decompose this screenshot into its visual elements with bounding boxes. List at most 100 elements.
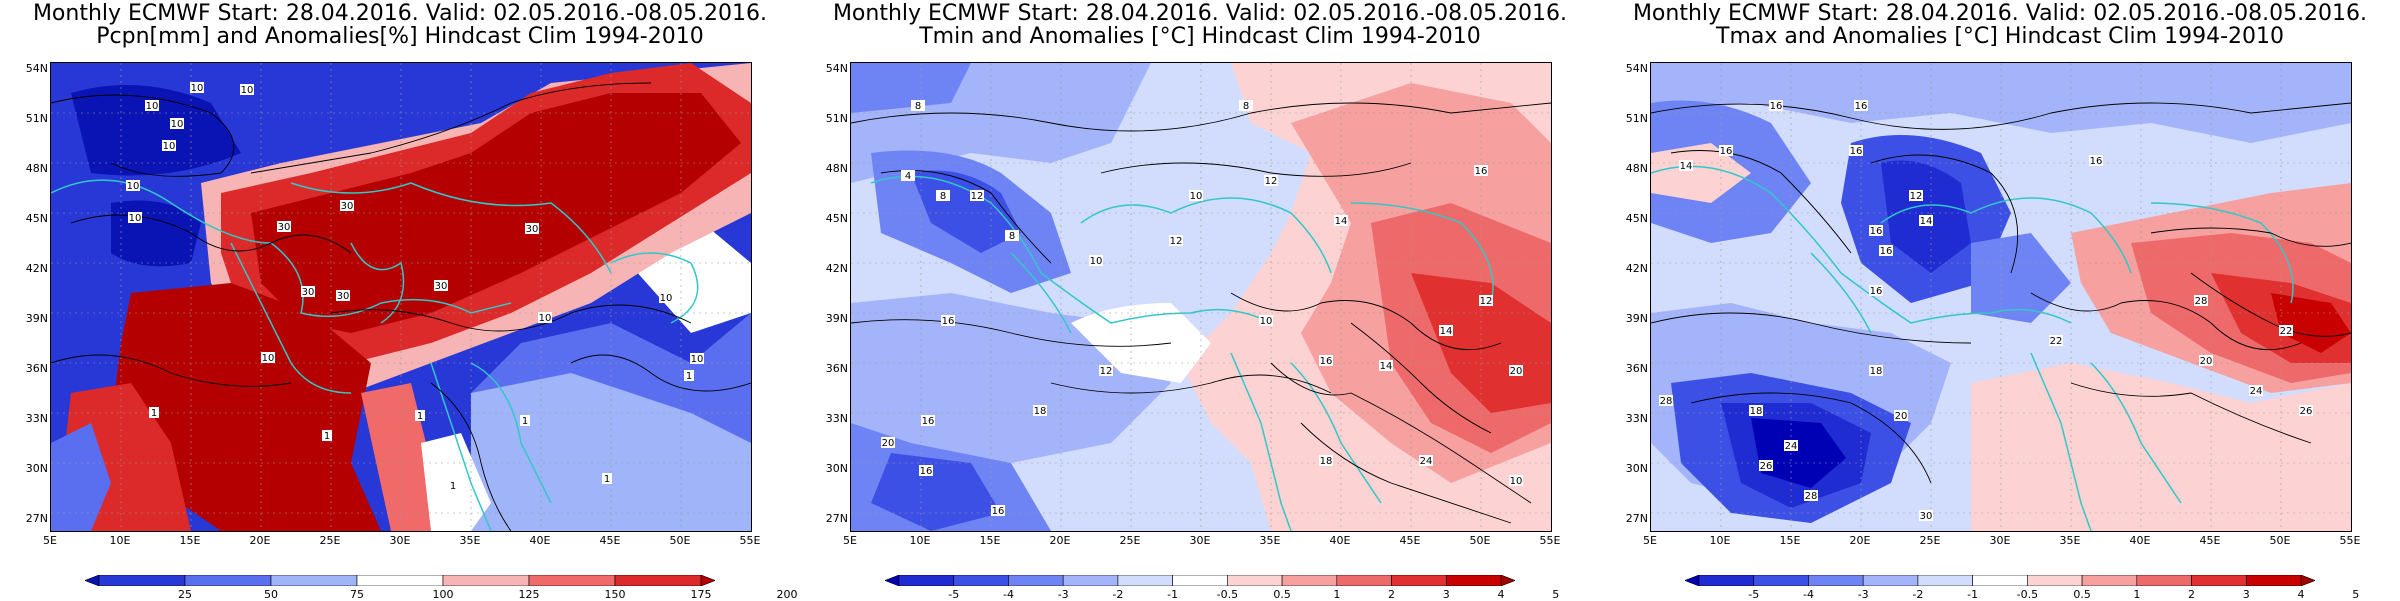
lon-label: 15E xyxy=(1779,534,1801,547)
colorbar xyxy=(885,575,1515,586)
colorbar-tick-label: -3 xyxy=(1857,588,1869,601)
lon-label: 20E xyxy=(1049,534,1071,547)
lat-label: 36N xyxy=(825,362,848,375)
contour-label: 16 xyxy=(991,505,1005,517)
contour-label: 10 xyxy=(261,352,275,364)
svg-text:20: 20 xyxy=(2200,356,2213,367)
svg-text:10: 10 xyxy=(146,101,159,112)
colorbar-tick-label: 3 xyxy=(1442,588,1450,601)
colorbar-ticks: -5 -4 -3 -2 -1 -0.5 0.5 1 2 3 4 5 xyxy=(885,588,1559,601)
svg-text:20: 20 xyxy=(1895,411,1908,422)
colorbar-segment xyxy=(2191,575,2247,586)
lon-label: 30E xyxy=(1989,534,2011,547)
contour-label: 30 xyxy=(277,221,291,233)
colorbar-tick-label: -4 xyxy=(1802,588,1814,601)
colorbar xyxy=(85,575,715,586)
contour-label: 18 xyxy=(1033,405,1047,417)
svg-text:8: 8 xyxy=(1243,101,1249,112)
lon-label: 5E xyxy=(1643,534,1657,547)
svg-text:16: 16 xyxy=(1870,226,1883,237)
contour-label: 18 xyxy=(1869,365,1883,377)
lat-label: 45N xyxy=(825,212,848,225)
svg-text:30: 30 xyxy=(302,287,315,298)
panel-tmax: Monthly ECMWF Start: 28.04.2016. Valid: … xyxy=(1600,0,2400,601)
lon-label: 20E xyxy=(249,534,271,547)
contour-label: 14 xyxy=(1439,325,1453,337)
colorbar-tick-label: 25 xyxy=(178,588,192,601)
svg-text:16: 16 xyxy=(992,506,1005,517)
colorbar-tick-label: 0.5 xyxy=(1273,588,1291,601)
svg-text:10: 10 xyxy=(1260,316,1273,327)
svg-text:22: 22 xyxy=(2050,336,2063,347)
contour-label: 30 xyxy=(301,286,315,298)
svg-text:16: 16 xyxy=(1475,166,1488,177)
svg-text:10: 10 xyxy=(691,354,704,365)
lon-label: 15E xyxy=(179,534,201,547)
contour-label: 20 xyxy=(2199,355,2213,367)
contour-label: 14 xyxy=(1919,215,1933,227)
lon-label: 50E xyxy=(1469,534,1491,547)
contour-label: 8 xyxy=(1005,230,1019,242)
svg-text:14: 14 xyxy=(1380,361,1393,372)
colorbar-tick-label: 5 xyxy=(1552,588,1560,601)
contour-label: 30 xyxy=(525,223,539,235)
lon-label: 35E xyxy=(1259,534,1281,547)
lat-label: 39N xyxy=(25,312,48,325)
colorbar-tick-label: 1 xyxy=(1333,588,1341,601)
svg-text:30: 30 xyxy=(341,201,354,212)
colorbar-segment xyxy=(1391,575,1447,586)
lat-label: 45N xyxy=(25,212,48,225)
svg-text:12: 12 xyxy=(1170,236,1183,247)
contour-label: 30 xyxy=(340,200,354,212)
svg-text:10: 10 xyxy=(129,213,142,224)
svg-text:10: 10 xyxy=(1190,191,1203,202)
contour-label: 10 xyxy=(162,140,176,152)
colorbar-segment xyxy=(2027,575,2083,586)
contour-label: 30 xyxy=(1919,510,1933,522)
colorbar-lower-extension xyxy=(1685,575,1700,586)
contour-label: 10 xyxy=(690,353,704,365)
svg-text:20: 20 xyxy=(882,438,895,449)
contour-label: 16 xyxy=(919,465,933,477)
svg-text:30: 30 xyxy=(278,222,291,233)
lon-label: 15E xyxy=(979,534,1001,547)
contour-label: 12 xyxy=(1909,190,1923,202)
contour-label: 12 xyxy=(1479,295,1493,307)
lon-label: 25E xyxy=(1119,534,1141,547)
lat-label: 51N xyxy=(825,112,848,125)
colorbar-tick-label: 2 xyxy=(2188,588,2196,601)
lon-label: 25E xyxy=(1919,534,1941,547)
svg-text:1: 1 xyxy=(450,481,456,492)
svg-text:1: 1 xyxy=(604,474,610,485)
contour-label: 16 xyxy=(1869,285,1883,297)
lat-label: 51N xyxy=(1625,112,1648,125)
lat-label: 42N xyxy=(825,262,848,275)
colorbar-tick-label: -5 xyxy=(948,588,960,601)
lat-label: 30N xyxy=(825,462,848,475)
lat-label: 30N xyxy=(1625,462,1648,475)
colorbar-segment xyxy=(1008,575,1064,586)
svg-text:12: 12 xyxy=(1265,176,1278,187)
colorbar-segment xyxy=(1445,575,1502,586)
svg-text:28: 28 xyxy=(1805,491,1818,502)
panel-title-line1: Monthly ECMWF Start: 28.04.2016. Valid: … xyxy=(32,1,768,26)
svg-text:12: 12 xyxy=(1100,366,1113,377)
lon-label: 5E xyxy=(43,534,57,547)
lat-label: 33N xyxy=(25,412,48,425)
colorbar-tick-label: 4 xyxy=(1497,588,1505,601)
contour-label: 18 xyxy=(1749,405,1763,417)
svg-text:8: 8 xyxy=(940,191,946,202)
svg-text:18: 18 xyxy=(1034,406,1047,417)
contour-label: 28 xyxy=(2194,295,2208,307)
lat-label: 54N xyxy=(25,62,48,75)
colorbar-segment xyxy=(442,575,530,586)
lat-label: 39N xyxy=(825,312,848,325)
lat-label: 42N xyxy=(1625,262,1648,275)
svg-text:28: 28 xyxy=(1660,396,1673,407)
svg-text:10: 10 xyxy=(171,119,184,130)
lon-label: 25E xyxy=(319,534,341,547)
colorbar-tick-label: 100 xyxy=(432,588,454,601)
contour-label: 30 xyxy=(434,280,448,292)
lat-label: 48N xyxy=(1625,162,1648,175)
svg-text:24: 24 xyxy=(2250,386,2263,397)
